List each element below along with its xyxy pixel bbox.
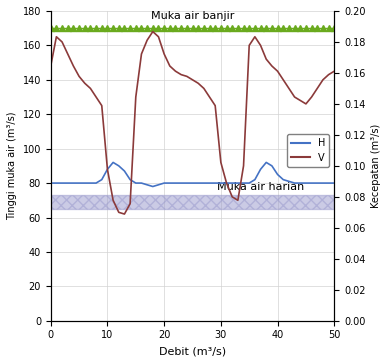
H [48, 181, 53, 185]
Y-axis label: Kecepatan (m³/s): Kecepatan (m³/s) [371, 124, 381, 208]
H [111, 160, 116, 164]
H [139, 181, 144, 185]
V [139, 52, 144, 56]
H [151, 184, 155, 189]
V [326, 73, 331, 77]
Legend: H, V: H, V [287, 134, 329, 167]
Text: Muka air harian: Muka air harian [217, 182, 304, 192]
H [247, 181, 251, 185]
V [111, 198, 116, 203]
H [264, 160, 268, 164]
V [264, 57, 268, 61]
V [48, 64, 53, 68]
Line: V: V [51, 32, 334, 214]
H [326, 181, 331, 185]
V [247, 43, 251, 48]
X-axis label: Debit (m³/s): Debit (m³/s) [159, 346, 226, 356]
V [122, 212, 127, 216]
V [332, 69, 337, 73]
H [332, 181, 337, 185]
H [116, 164, 121, 168]
V [145, 38, 149, 42]
Y-axis label: Tinggi muka air (m³/s): Tinggi muka air (m³/s) [7, 111, 17, 220]
Text: Muka air banjir: Muka air banjir [151, 11, 234, 21]
Line: H: H [51, 162, 334, 187]
V [151, 29, 155, 34]
H [145, 183, 149, 187]
